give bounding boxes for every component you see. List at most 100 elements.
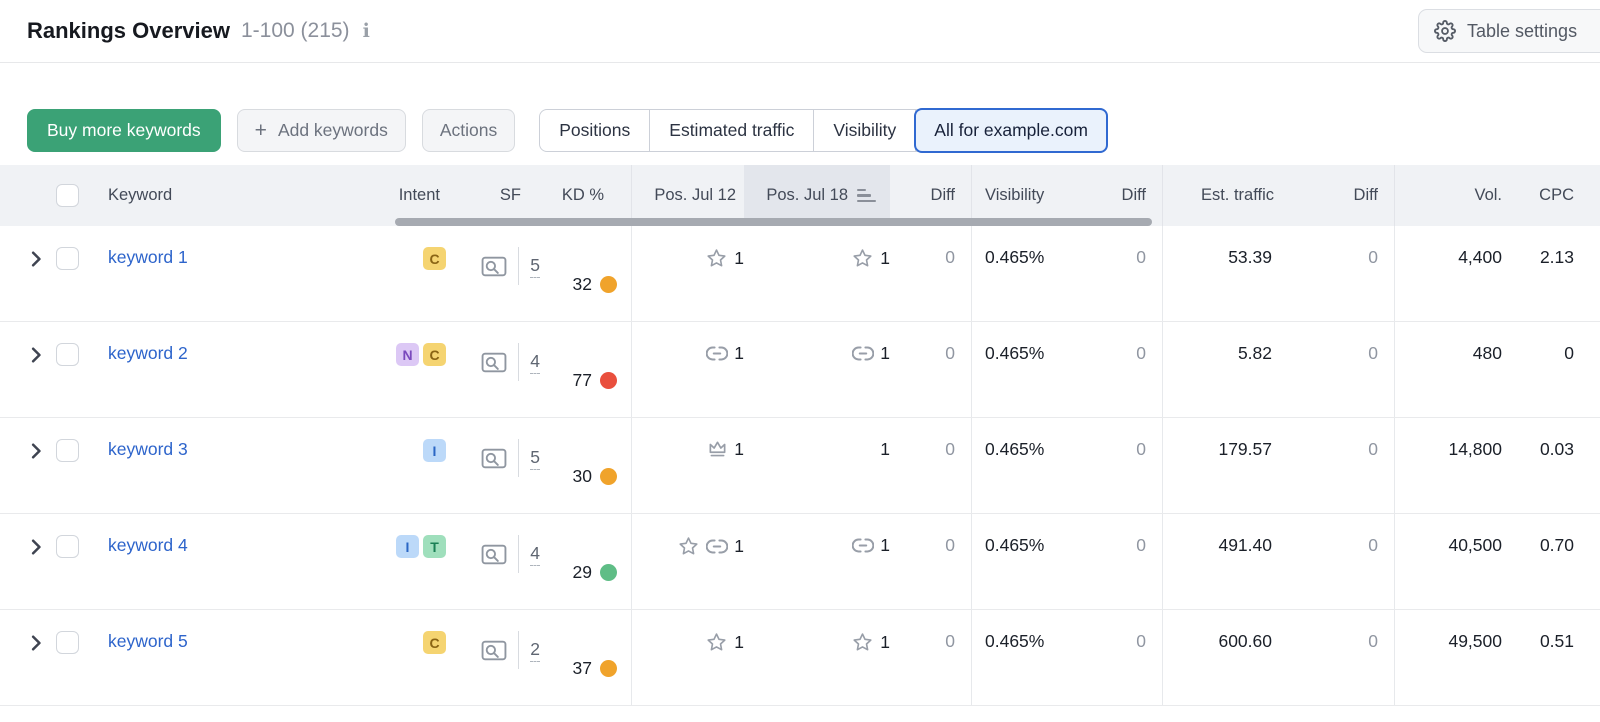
expand-row-button[interactable]: [0, 322, 56, 368]
view-tab-visibility[interactable]: Visibility: [814, 109, 917, 151]
select-all-checkbox[interactable]: [56, 184, 79, 207]
link-icon: [706, 345, 729, 362]
horizontal-scrollbar-thumb[interactable]: [395, 218, 1152, 226]
view-tab-all-for-example-com[interactable]: All for example.com: [914, 107, 1108, 153]
col-header-keyword[interactable]: Keyword: [108, 186, 173, 204]
add-keywords-button[interactable]: + Add keywords: [236, 108, 406, 152]
serp-preview-icon[interactable]: [481, 639, 507, 662]
kd-cell: 77: [548, 322, 632, 417]
pos-diff-cell: 0: [890, 418, 972, 513]
sort-ascending-icon: [857, 188, 876, 203]
visibility-cell: 0.465%: [985, 439, 1045, 459]
est-traffic-cell: 5.82: [1237, 343, 1272, 363]
actions-button[interactable]: Actions: [421, 108, 516, 152]
position-jul-12-cell: 1: [632, 418, 744, 460]
row-checkbox[interactable]: [56, 247, 79, 270]
keyword-link[interactable]: keyword 3: [108, 439, 188, 459]
table-row: keyword 5 C 2 37 1 1 0 0.465% 0 600.60 0 49,500 0.51: [0, 610, 1600, 706]
serp-features-cell: 4: [448, 514, 548, 573]
intent-badge-i[interactable]: I: [396, 535, 419, 558]
position-jul-18-cell: 1: [744, 610, 890, 654]
kd-score-dot: [600, 467, 617, 485]
sf-count[interactable]: 4: [530, 543, 540, 566]
col-header-sf[interactable]: SF: [499, 186, 521, 204]
col-header-volume[interactable]: Vol.: [1474, 186, 1502, 204]
visibility-cell: 0.465%: [985, 535, 1045, 555]
view-switcher: Positions Estimated traffic Visibility All …: [539, 107, 1108, 153]
position-jul-12-cell: 1: [632, 322, 744, 364]
intent-cell: C: [358, 226, 448, 270]
intent-badge-n[interactable]: N: [396, 343, 419, 366]
intent-badge-c[interactable]: C: [423, 343, 446, 366]
page-header: Rankings Overview 1-100 (215) i Table se…: [0, 0, 1600, 63]
expand-row-button[interactable]: [0, 610, 56, 656]
position-jul-12-cell: 1: [632, 514, 744, 558]
serp-features-cell: 5: [448, 226, 548, 285]
view-tab-positions[interactable]: Positions: [540, 109, 651, 151]
col-header-pos-jul-18[interactable]: Pos. Jul 18: [744, 165, 890, 226]
sf-count[interactable]: 2: [530, 639, 540, 662]
col-header-pos-jul-12[interactable]: Pos. Jul 12: [654, 186, 736, 204]
intent-badge-i[interactable]: I: [423, 439, 446, 462]
serp-preview-icon[interactable]: [481, 351, 507, 374]
page-title: Rankings Overview: [27, 18, 230, 43]
keyword-link[interactable]: keyword 2: [108, 343, 188, 363]
kd-score-dot: [600, 275, 617, 293]
cpc-cell: 0.70: [1539, 535, 1574, 555]
link-icon: [852, 537, 875, 554]
col-header-traffic-diff[interactable]: Diff: [1282, 165, 1395, 226]
row-checkbox[interactable]: [56, 631, 79, 654]
sf-count[interactable]: 4: [530, 351, 540, 374]
keyword-link[interactable]: keyword 4: [108, 535, 188, 555]
keyword-link[interactable]: keyword 1: [108, 247, 188, 267]
row-checkbox[interactable]: [56, 439, 79, 462]
crown-icon: [707, 439, 728, 460]
traffic-diff-cell: 0: [1282, 610, 1395, 705]
table-row: keyword 2 N C 4 77 1 1 0 0.465% 0 5.82 0 480 0: [0, 322, 1600, 418]
est-traffic-cell: 600.60: [1218, 631, 1272, 651]
star-icon: [677, 535, 700, 558]
view-tab-estimated-traffic[interactable]: Estimated traffic: [650, 109, 815, 151]
toolbar: Buy more keywords + Add keywords Actions…: [0, 63, 1600, 165]
info-icon[interactable]: i: [362, 20, 370, 42]
cpc-cell: 2.13: [1539, 247, 1574, 267]
pos-diff-cell: 0: [890, 226, 972, 321]
serp-preview-icon[interactable]: [481, 447, 507, 470]
col-header-visibility[interactable]: Visibility: [985, 186, 1045, 204]
serp-preview-icon[interactable]: [481, 543, 507, 566]
kd-cell: 32: [548, 226, 632, 321]
col-header-cpc[interactable]: CPC: [1539, 186, 1574, 204]
intent-badge-c[interactable]: C: [423, 247, 446, 270]
row-checkbox[interactable]: [56, 343, 79, 366]
visibility-cell: 0.465%: [985, 343, 1045, 363]
serp-preview-icon[interactable]: [481, 255, 507, 278]
est-traffic-cell: 179.57: [1218, 439, 1272, 459]
col-header-est-traffic[interactable]: Est. traffic: [1200, 186, 1274, 204]
intent-badge-t[interactable]: T: [423, 535, 446, 558]
position-jul-12-cell: 1: [632, 226, 744, 270]
col-header-pos-diff[interactable]: Diff: [890, 165, 972, 226]
col-header-visibility-diff[interactable]: Diff: [1067, 165, 1163, 226]
intent-badge-c[interactable]: C: [423, 631, 446, 654]
volume-cell: 49,500: [1448, 631, 1502, 651]
table-body: keyword 1 C 5 32 1 1 0 0.465% 0 53.39 0 4,400 2.13 ke…: [0, 226, 1600, 706]
kd-cell: 30: [548, 418, 632, 513]
keyword-link[interactable]: keyword 5: [108, 631, 188, 651]
sf-count[interactable]: 5: [530, 447, 540, 470]
visibility-diff-cell: 0: [1067, 610, 1163, 705]
table-row: keyword 1 C 5 32 1 1 0 0.465% 0 53.39 0 4,400 2.13: [0, 226, 1600, 322]
visibility-diff-cell: 0: [1067, 514, 1163, 609]
expand-row-button[interactable]: [0, 514, 56, 560]
row-checkbox[interactable]: [56, 535, 79, 558]
link-icon: [706, 538, 729, 555]
col-header-intent[interactable]: Intent: [398, 186, 440, 204]
table-settings-button[interactable]: Table settings: [1418, 9, 1600, 53]
expand-row-button[interactable]: [0, 226, 56, 272]
buy-more-keywords-button[interactable]: Buy more keywords: [27, 108, 221, 152]
est-traffic-cell: 491.40: [1218, 535, 1272, 555]
traffic-diff-cell: 0: [1282, 322, 1395, 417]
col-header-kd[interactable]: KD %: [548, 165, 632, 226]
expand-row-button[interactable]: [0, 418, 56, 464]
sf-count[interactable]: 5: [530, 255, 540, 278]
serp-features-cell: 4: [448, 322, 548, 381]
